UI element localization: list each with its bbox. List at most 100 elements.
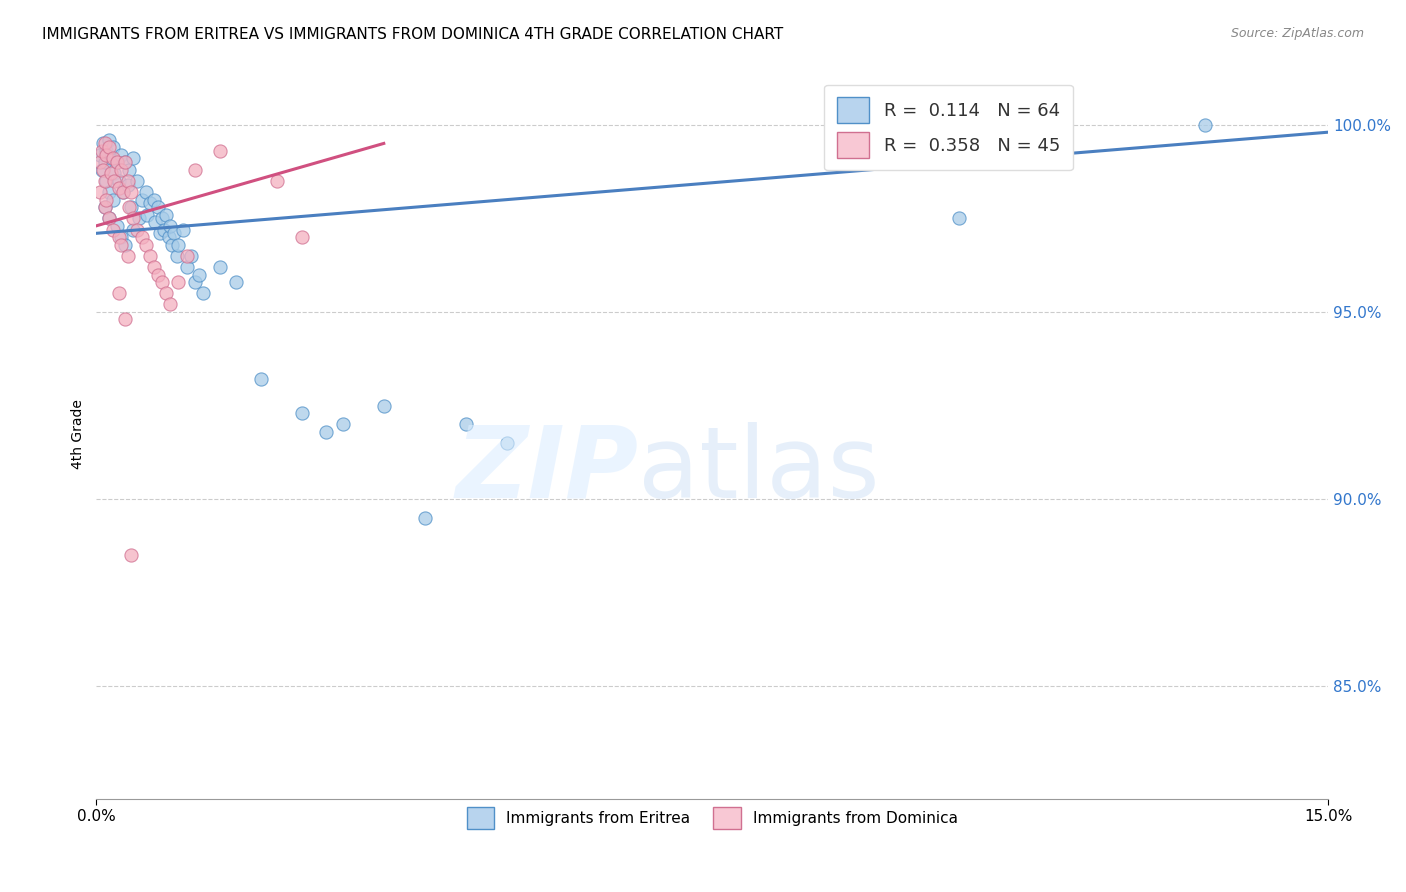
Point xyxy=(110,237,132,252)
Point xyxy=(101,140,124,154)
Point xyxy=(131,230,153,244)
Point xyxy=(111,185,134,199)
Point xyxy=(117,174,139,188)
Point xyxy=(118,162,141,177)
Point xyxy=(146,268,169,282)
Point xyxy=(93,136,115,151)
Legend: Immigrants from Eritrea, Immigrants from Dominica: Immigrants from Eritrea, Immigrants from… xyxy=(460,801,965,835)
Point xyxy=(97,211,120,226)
Point xyxy=(167,275,190,289)
Point xyxy=(97,211,120,226)
Point xyxy=(97,185,120,199)
Point xyxy=(150,211,173,226)
Point xyxy=(159,219,181,233)
Point xyxy=(266,174,288,188)
Point xyxy=(93,155,115,169)
Point xyxy=(108,286,131,301)
Point xyxy=(97,133,120,147)
Point xyxy=(155,286,177,301)
Point xyxy=(291,406,314,420)
Point xyxy=(138,249,160,263)
Point xyxy=(413,511,436,525)
Point xyxy=(454,417,477,432)
Text: Source: ZipAtlas.com: Source: ZipAtlas.com xyxy=(1230,27,1364,40)
Point xyxy=(135,185,157,199)
Point xyxy=(114,237,136,252)
Point xyxy=(163,227,186,241)
Point xyxy=(249,372,271,386)
Point xyxy=(91,162,114,177)
Point xyxy=(96,144,118,158)
Point xyxy=(131,193,153,207)
Point xyxy=(96,193,118,207)
Text: ZIP: ZIP xyxy=(456,422,638,518)
Point xyxy=(150,275,173,289)
Point xyxy=(135,237,157,252)
Point xyxy=(188,268,211,282)
Point xyxy=(127,174,149,188)
Point xyxy=(172,222,194,236)
Point xyxy=(120,200,142,214)
Point xyxy=(142,193,165,207)
Point xyxy=(184,162,207,177)
Point xyxy=(108,230,131,244)
Point xyxy=(117,249,139,263)
Point xyxy=(110,147,132,161)
Point xyxy=(152,222,174,236)
Point xyxy=(100,152,122,166)
Point xyxy=(122,152,145,166)
Point xyxy=(191,286,214,301)
Point xyxy=(93,174,115,188)
Point xyxy=(97,140,120,154)
Point xyxy=(101,193,124,207)
Point xyxy=(96,147,118,161)
Point xyxy=(146,200,169,214)
Point xyxy=(101,222,124,236)
Point xyxy=(155,208,177,222)
Point xyxy=(496,436,519,450)
Point xyxy=(110,230,132,244)
Point xyxy=(122,211,145,226)
Point xyxy=(157,230,180,244)
Point xyxy=(149,227,172,241)
Point xyxy=(89,155,111,169)
Text: atlas: atlas xyxy=(638,422,880,518)
Point xyxy=(105,155,128,169)
Point xyxy=(127,222,149,236)
Point xyxy=(114,155,136,169)
Point xyxy=(208,260,231,274)
Point xyxy=(101,152,124,166)
Point xyxy=(373,399,395,413)
Point xyxy=(948,211,970,226)
Point xyxy=(110,162,132,177)
Point xyxy=(103,174,125,188)
Point xyxy=(93,200,115,214)
Point xyxy=(122,222,145,236)
Text: IMMIGRANTS FROM ERITREA VS IMMIGRANTS FROM DOMINICA 4TH GRADE CORRELATION CHART: IMMIGRANTS FROM ERITREA VS IMMIGRANTS FR… xyxy=(42,27,783,42)
Point xyxy=(208,144,231,158)
Point xyxy=(91,144,114,158)
Point xyxy=(117,178,139,192)
Point xyxy=(225,275,247,289)
Point xyxy=(93,200,115,214)
Point xyxy=(105,155,128,169)
Point xyxy=(176,249,198,263)
Point xyxy=(120,185,142,199)
Point xyxy=(108,174,131,188)
Point xyxy=(103,166,125,180)
Y-axis label: 4th Grade: 4th Grade xyxy=(72,399,86,468)
Point xyxy=(138,196,160,211)
Point xyxy=(114,312,136,326)
Point xyxy=(160,237,183,252)
Point xyxy=(315,425,337,439)
Point xyxy=(166,249,188,263)
Point xyxy=(142,260,165,274)
Point xyxy=(332,417,354,432)
Point xyxy=(89,147,111,161)
Point xyxy=(136,208,159,222)
Point xyxy=(167,237,190,252)
Point xyxy=(159,297,181,311)
Point xyxy=(176,260,198,274)
Point xyxy=(184,275,207,289)
Point xyxy=(108,181,131,195)
